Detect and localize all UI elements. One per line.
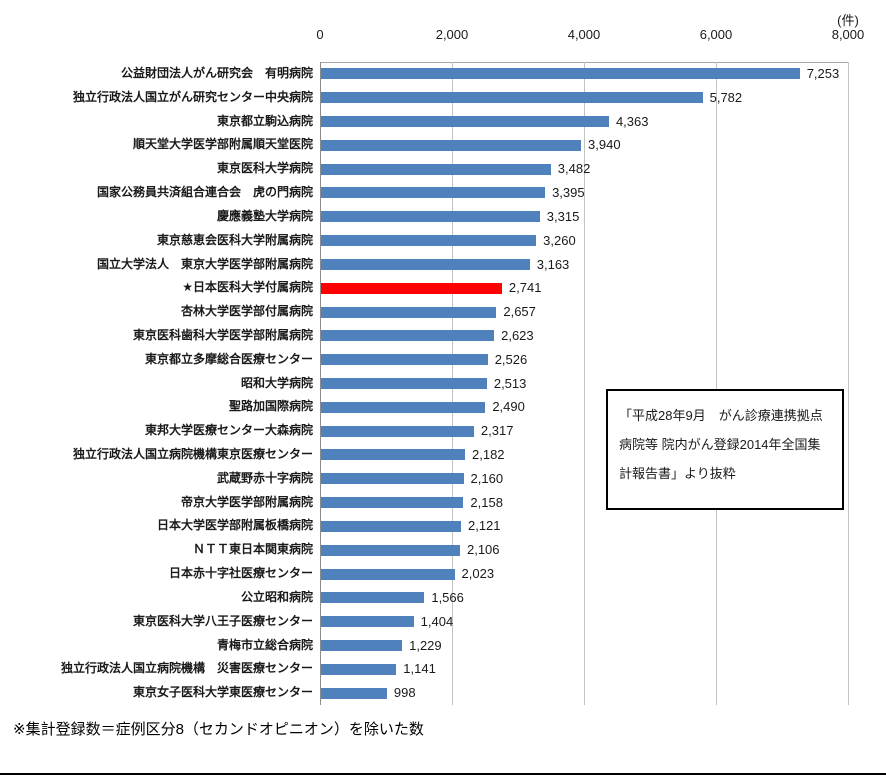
category-label: 国立大学法人 東京大学医学部附属病院 (96, 256, 313, 271)
bar (321, 449, 465, 461)
bar (321, 401, 486, 413)
value-label: 1,229 (409, 637, 442, 653)
category-label: ＮＴＴ東日本関東病院 (192, 542, 313, 557)
category-label: ★日本医科大学付属病院 (182, 280, 313, 295)
category-label: 独立行政法人国立がん研究センター中央病院 (72, 89, 313, 104)
value-label: 2,106 (466, 542, 500, 558)
bar (321, 378, 487, 389)
bottom-divider-line (0, 773, 886, 775)
bar (321, 235, 537, 247)
category-label: 東京医科大学八王子医療センター (132, 613, 313, 628)
value-label: 2,182 (472, 447, 505, 463)
footnote-text: ※集計登録数＝症例区分8（セカンドオピニオン）を除いた数 (13, 721, 424, 738)
gridline-4000 (584, 62, 585, 705)
value-label: 5,782 (709, 89, 743, 105)
category-label: 東邦大学医療センター大森病院 (144, 423, 313, 438)
bar-highlighted (321, 282, 502, 294)
value-label: 2,317 (480, 423, 514, 439)
gridline-8000 (848, 62, 849, 705)
category-label: 東京医科大学病院 (216, 161, 313, 176)
value-label: 1,141 (403, 661, 436, 677)
gridline-6000 (716, 62, 717, 705)
bar (321, 68, 800, 80)
category-label: 昭和大学病院 (240, 375, 313, 390)
bar (321, 116, 609, 128)
category-label: 東京慈恵会医科大学附属病院 (156, 232, 313, 247)
bar (321, 592, 425, 604)
category-label: 公立昭和病院 (240, 589, 313, 604)
annotation-line-2: 病院等 院内がん登録2014年全国集 (619, 437, 821, 452)
value-label: 2,526 (494, 351, 528, 367)
annotation-line-1: 「平成28年9月 がん診療連携拠点 (619, 408, 823, 423)
x-tick-label-4000: 4,000 (567, 27, 601, 42)
category-label: 帝京大学医学部附属病院 (180, 494, 313, 509)
category-label: 独立行政法人国立病院機構東京医療センター (72, 447, 313, 462)
value-label: 1,566 (431, 589, 464, 605)
category-label: 日本赤十字社医療センター (168, 566, 313, 581)
value-label: 2,623 (501, 327, 534, 343)
value-label: 3,482 (557, 161, 591, 177)
x-tick-label-2000: 2,000 (435, 27, 469, 42)
category-label: 順天堂大学医学部附属順天堂医院 (132, 137, 313, 152)
category-label: 杏林大学医学部付属病院 (180, 304, 313, 319)
bar (321, 425, 474, 437)
value-label: 2,158 (470, 494, 503, 510)
category-label: 東京都立駒込病院 (216, 113, 313, 128)
value-label: 2,023 (461, 566, 495, 582)
category-label: 公益財団法人がん研究会 有明病院 (120, 66, 313, 80)
value-label: 2,741 (508, 280, 542, 296)
category-label: 東京医科歯科大学医学部附属病院 (132, 327, 313, 342)
source-annotation-box: 「平成28年9月 がん診療連携拠点 病院等 院内がん登録2014年全国集 計報告… (606, 389, 844, 510)
bar (321, 520, 461, 532)
x-tick-label-6000: 6,000 (699, 27, 733, 42)
category-label: 慶應義塾大学病院 (216, 208, 313, 223)
value-label: 4,363 (615, 113, 649, 129)
category-label: 聖路加国際病院 (228, 399, 313, 414)
category-label: 日本大学医学部附属板橋病院 (156, 518, 313, 533)
bar (321, 330, 495, 342)
bar (321, 92, 703, 104)
bar (321, 497, 464, 509)
bar (321, 568, 455, 580)
bar (321, 306, 497, 318)
bar (321, 187, 546, 199)
category-label: 東京都立多摩総合医療センター (144, 351, 313, 366)
value-label: 2,657 (503, 304, 536, 320)
axis-unit-label: (件) (837, 13, 859, 28)
value-label: 3,940 (588, 137, 621, 153)
category-label: 国家公務員共済組合連合会 虎の門病院 (96, 185, 313, 200)
value-label: 7,253 (806, 66, 840, 81)
category-label: 東京女子医科大学東医療センター (132, 685, 313, 700)
bar (321, 639, 403, 651)
value-label: 3,315 (546, 208, 580, 224)
value-label: 1,404 (420, 613, 454, 629)
bar (321, 258, 530, 270)
bar (321, 663, 397, 675)
value-label: 998 (393, 685, 416, 701)
annotation-line-3: 計報告書」より抜粋 (619, 466, 736, 481)
category-label: 青梅市立総合病院 (216, 637, 313, 652)
value-label: 2,160 (470, 470, 504, 486)
bar (321, 139, 582, 151)
category-axis-line (320, 62, 321, 705)
value-label: 3,260 (543, 232, 576, 248)
value-label: 3,163 (536, 256, 570, 272)
x-tick-label-8000: 8,000 (831, 27, 865, 42)
category-label: 独立行政法人国立病院機構 災害医療センター (60, 661, 313, 676)
bar (321, 354, 488, 366)
bar (321, 211, 540, 223)
category-label: 武蔵野赤十字病院 (216, 470, 313, 485)
value-label: 2,513 (493, 375, 527, 391)
value-label: 2,490 (492, 399, 525, 415)
bar (321, 687, 387, 699)
bar (321, 544, 460, 556)
value-label: 3,395 (552, 185, 585, 201)
x-tick-label-0: 0 (316, 27, 324, 42)
bar (321, 616, 414, 628)
bar (321, 473, 464, 485)
bar (321, 163, 551, 175)
value-label: 2,121 (467, 518, 501, 534)
